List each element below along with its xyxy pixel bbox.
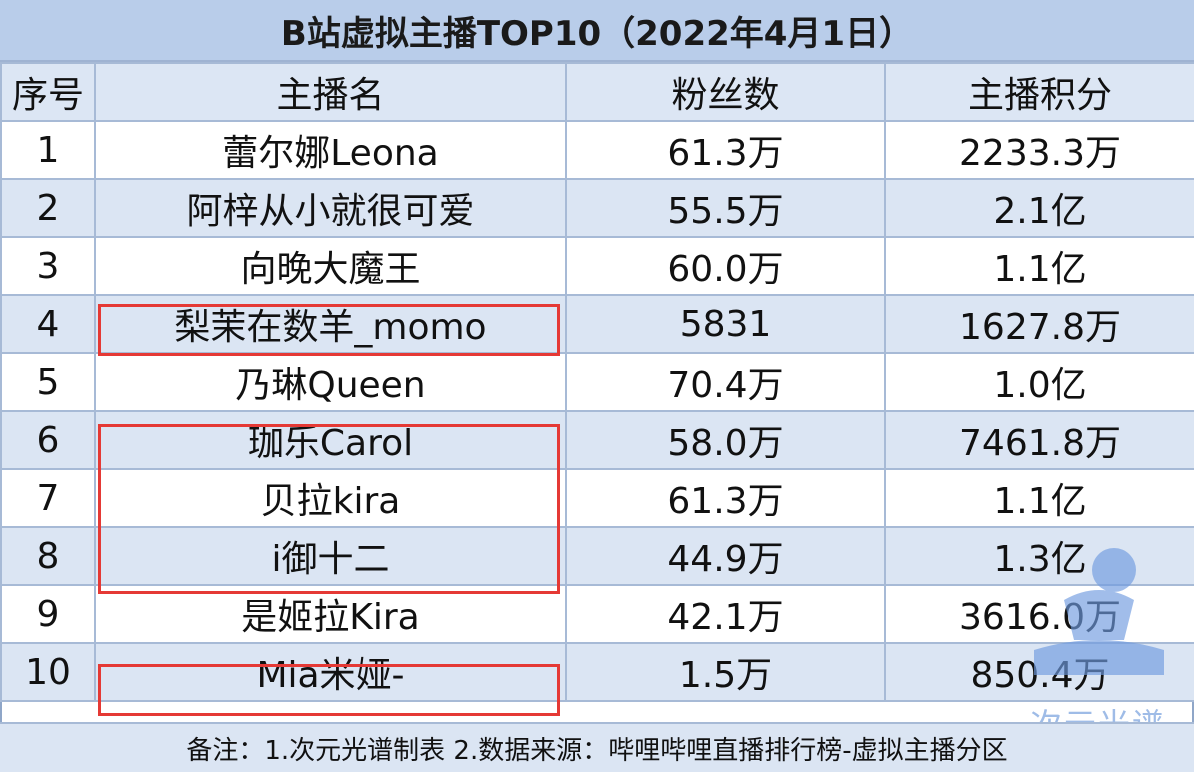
cell-name: 向晚大魔王 — [94, 236, 567, 296]
cell-score: 2233.3万 — [884, 120, 1194, 180]
cell-name: 梨茉在数羊_momo — [94, 294, 567, 354]
table-row: 10 Mia米娅- 1.5万 850.4万 — [0, 642, 1194, 702]
cell-rank: 1 — [0, 120, 96, 180]
watermark-logo-icon — [1034, 548, 1164, 675]
table-row: 5 乃琳Queen 70.4万 1.0亿 — [0, 352, 1194, 412]
header-fans: 粉丝数 — [565, 62, 886, 122]
cell-fans: 61.3万 — [565, 468, 886, 528]
table-row: 4 梨茉在数羊_momo 5831 1627.8万 — [0, 294, 1194, 354]
cell-score: 1627.8万 — [884, 294, 1194, 354]
cell-score: 7461.8万 — [884, 410, 1194, 470]
cell-name: 阿梓从小就很可爱 — [94, 178, 567, 238]
cell-fans: 55.5万 — [565, 178, 886, 238]
cell-rank: 4 — [0, 294, 96, 354]
cell-rank: 5 — [0, 352, 96, 412]
header-name: 主播名 — [94, 62, 567, 122]
cell-name: 是姬拉Kira — [94, 584, 567, 644]
cell-fans: 61.3万 — [565, 120, 886, 180]
table-row: 2 阿梓从小就很可爱 55.5万 2.1亿 — [0, 178, 1194, 238]
cell-fans: 1.5万 — [565, 642, 886, 702]
table-row: 1 蕾尔娜Leona 61.3万 2233.3万 — [0, 120, 1194, 180]
cell-name: i御十二 — [94, 526, 567, 586]
table-row: 6 珈乐Carol 58.0万 7461.8万 — [0, 410, 1194, 470]
table-row: 3 向晚大魔王 60.0万 1.1亿 — [0, 236, 1194, 296]
cell-score: 1.0亿 — [884, 352, 1194, 412]
cell-rank: 9 — [0, 584, 96, 644]
footer-note: 备注：1.次元光谱制表 2.数据来源：哔哩哔哩直播排行榜-虚拟主播分区 — [0, 722, 1194, 772]
cell-fans: 70.4万 — [565, 352, 886, 412]
cell-score: 2.1亿 — [884, 178, 1194, 238]
table-title: B站虚拟主播TOP10（2022年4月1日） — [0, 0, 1194, 62]
cell-name: 乃琳Queen — [94, 352, 567, 412]
cell-name: 蕾尔娜Leona — [94, 120, 567, 180]
cell-score: 1.1亿 — [884, 468, 1194, 528]
cell-rank: 7 — [0, 468, 96, 528]
cell-rank: 2 — [0, 178, 96, 238]
cell-fans: 42.1万 — [565, 584, 886, 644]
header-score: 主播积分 — [884, 62, 1194, 122]
cell-fans: 58.0万 — [565, 410, 886, 470]
cell-rank: 6 — [0, 410, 96, 470]
cell-rank: 3 — [0, 236, 96, 296]
ranking-table: 序号 主播名 粉丝数 主播积分 1 蕾尔娜Leona 61.3万 2233.3万… — [0, 62, 1194, 702]
cell-name: 贝拉kira — [94, 468, 567, 528]
header-row: 序号 主播名 粉丝数 主播积分 — [0, 62, 1194, 122]
header-rank: 序号 — [0, 62, 96, 122]
cell-fans: 5831 — [565, 294, 886, 354]
cell-score: 1.1亿 — [884, 236, 1194, 296]
cell-rank: 8 — [0, 526, 96, 586]
table-row: 9 是姬拉Kira 42.1万 3616.0万 — [0, 584, 1194, 644]
cell-fans: 44.9万 — [565, 526, 886, 586]
cell-rank: 10 — [0, 642, 96, 702]
cell-name: Mia米娅- — [94, 642, 567, 702]
cell-score: 1.3亿 — [884, 526, 1194, 586]
table-row: 8 i御十二 44.9万 1.3亿 — [0, 526, 1194, 586]
cell-name: 珈乐Carol — [94, 410, 567, 470]
cell-fans: 60.0万 — [565, 236, 886, 296]
table-row: 7 贝拉kira 61.3万 1.1亿 — [0, 468, 1194, 528]
